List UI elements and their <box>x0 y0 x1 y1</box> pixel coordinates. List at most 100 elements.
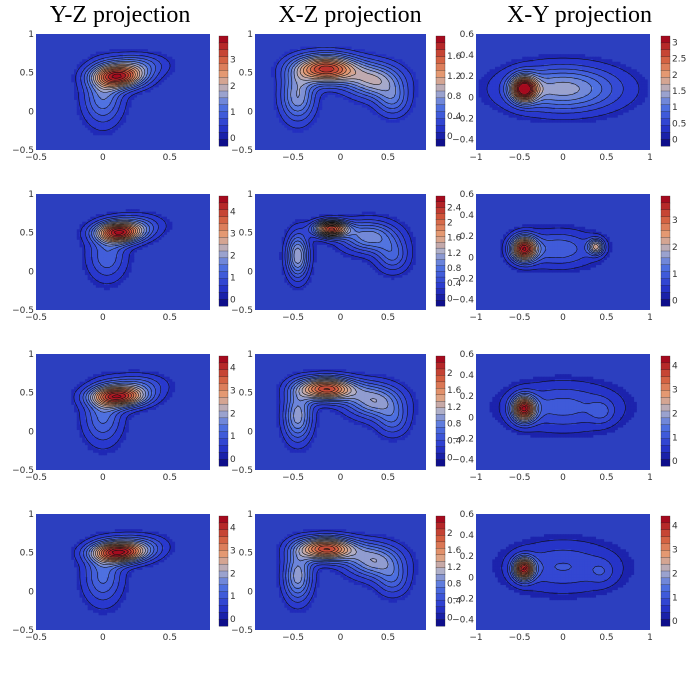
contour-cell <box>289 79 293 83</box>
contour-cell <box>639 74 643 78</box>
contour-cell <box>573 114 577 118</box>
contour-cell <box>93 257 97 260</box>
contour-cell <box>486 79 490 83</box>
contour-cell <box>98 107 102 111</box>
contour-cell <box>340 76 344 80</box>
contour-cell <box>595 92 599 95</box>
contour-cell <box>117 257 121 260</box>
contour-cell <box>359 66 363 70</box>
contour-cell <box>587 59 591 63</box>
contour-cell <box>590 79 594 83</box>
contour-cell <box>587 114 591 118</box>
contour-cell <box>300 64 304 68</box>
contour-cell <box>519 109 523 113</box>
contour-cell <box>76 74 80 78</box>
contour-cell <box>284 81 288 85</box>
contour-cell <box>584 76 588 80</box>
contour-cell <box>359 51 363 55</box>
contour-cell <box>519 94 523 98</box>
contour-cell <box>125 254 129 258</box>
contour-cell <box>155 239 159 243</box>
contour-cell <box>147 64 151 68</box>
contour-cell <box>519 66 523 70</box>
contour-cell <box>478 92 482 95</box>
contour-cell <box>287 117 291 121</box>
contour-cell <box>541 114 545 118</box>
contour-cell <box>584 119 588 123</box>
contour-cell <box>343 92 347 95</box>
contour-cell <box>98 246 102 250</box>
contour-cell <box>582 99 586 103</box>
contour-cell <box>592 76 597 80</box>
contour-cell <box>142 61 146 65</box>
colorbar-segment <box>660 49 671 58</box>
contour-cell <box>297 79 301 83</box>
contour-cell <box>380 241 384 245</box>
contour-cell <box>98 284 102 288</box>
contour-cell <box>106 114 110 118</box>
contour-cell <box>388 229 392 233</box>
contour-cell <box>125 54 129 58</box>
contour-cell <box>385 246 389 250</box>
contour-cell <box>150 69 154 73</box>
contour-cell <box>128 102 132 106</box>
contour-cell <box>144 69 148 73</box>
contour-cell <box>76 66 80 70</box>
contour-cell <box>117 269 121 273</box>
contour-cell <box>95 102 99 106</box>
contour-cell <box>595 102 599 106</box>
colorbar-segment <box>218 271 229 279</box>
contour-cell <box>305 51 309 55</box>
contour-cell <box>565 104 569 108</box>
contour-cell <box>287 89 291 93</box>
contour-cell <box>324 46 328 50</box>
contour-cell <box>120 117 124 121</box>
contour-cell <box>101 102 105 106</box>
contour-cell <box>361 92 365 95</box>
contour-cell <box>279 109 283 113</box>
contour-cell <box>82 264 86 268</box>
contour-cell <box>361 56 365 60</box>
contour-cell <box>109 122 113 126</box>
contour-cell <box>76 89 80 93</box>
contour-cell <box>303 54 307 58</box>
contour-cell <box>305 59 309 63</box>
contour-cell <box>142 69 146 73</box>
contour-cell <box>489 81 493 85</box>
contour-cell <box>538 84 542 88</box>
contour-cell <box>112 56 116 60</box>
contour-line <box>283 52 405 117</box>
contour-cell <box>133 79 137 83</box>
contour-cell <box>106 92 110 95</box>
contour-cell <box>590 102 594 106</box>
contour-cell <box>147 84 151 88</box>
contour-cell <box>79 114 83 118</box>
contour-cell <box>101 84 105 88</box>
contour-cell <box>82 119 86 123</box>
contour-cell <box>321 64 325 68</box>
contour-cell <box>522 102 526 106</box>
contour-cell <box>557 76 561 80</box>
contour-cell <box>630 69 635 73</box>
contour-cell <box>404 112 408 116</box>
contour-cell <box>388 81 392 85</box>
contour-cell <box>351 97 355 100</box>
contour-cell <box>393 59 398 63</box>
contour-cell <box>393 102 398 106</box>
contour-cell <box>576 92 580 95</box>
contour-cell <box>538 119 542 123</box>
contour-cell <box>576 76 580 80</box>
contour-cell <box>579 81 583 85</box>
contour-cell <box>120 97 124 100</box>
colorbar-tick-label: 2 <box>230 251 236 261</box>
contour-cell <box>533 97 537 100</box>
contour-cell <box>481 99 485 103</box>
contour-cell <box>383 61 387 65</box>
contour-cell <box>123 119 127 123</box>
contour-cell <box>549 86 553 90</box>
contour-cell <box>84 64 89 68</box>
contour-cell <box>87 86 91 90</box>
contour-cell <box>152 66 157 70</box>
contour-cell <box>161 61 165 65</box>
